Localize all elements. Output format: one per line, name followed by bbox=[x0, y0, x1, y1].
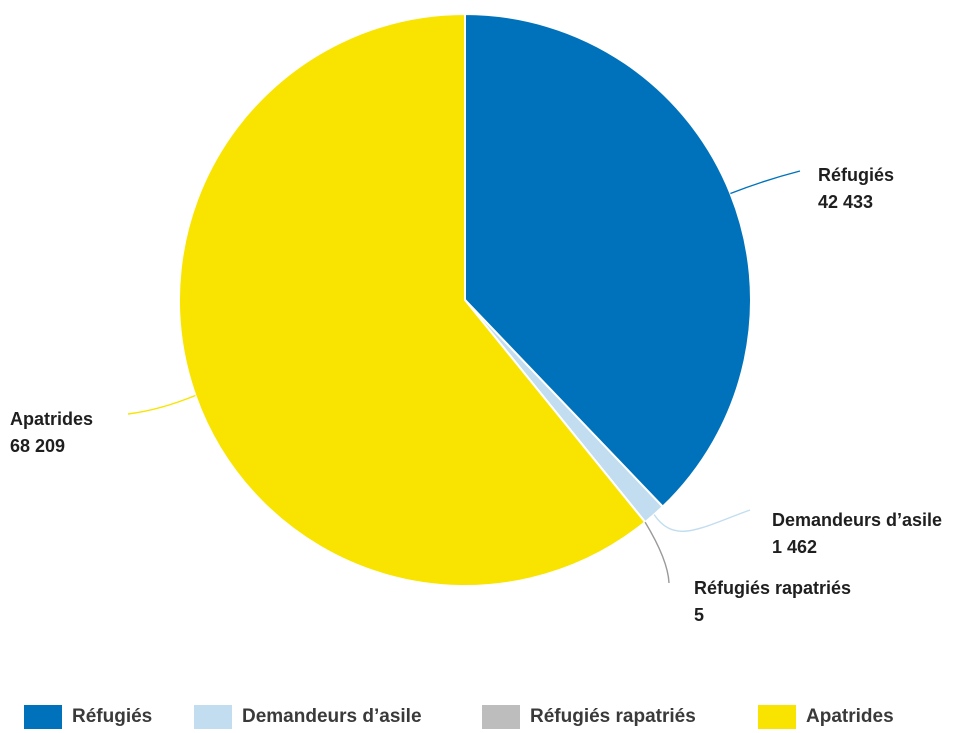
pie-slice-refugies bbox=[464, 12, 752, 509]
leader-line-apatrides bbox=[127, 394, 196, 415]
legend-item-refugies: Réfugiés bbox=[24, 704, 152, 730]
pie-slice-apatrides bbox=[177, 12, 647, 587]
leader-lines bbox=[127, 170, 801, 584]
data-label-value-refugies: 42 433 bbox=[818, 192, 873, 212]
legend-swatch-refugies bbox=[24, 705, 62, 729]
legend-swatch-rapatries bbox=[482, 705, 520, 729]
legend-swatch-apatrides bbox=[758, 705, 796, 729]
leader-line-demandeurs bbox=[653, 509, 751, 532]
data-label-name-demandeurs: Demandeurs d’asile bbox=[772, 510, 942, 530]
legend-label-apatrides: Apatrides bbox=[806, 706, 894, 727]
data-label-name-rapatries: Réfugiés rapatriés bbox=[694, 578, 851, 598]
legend-label-rapatries: Réfugiés rapatriés bbox=[530, 706, 696, 727]
legend-item-demandeurs: Demandeurs d’asile bbox=[194, 704, 422, 730]
data-label-name-apatrides: Apatrides bbox=[10, 409, 93, 429]
data-label-value-apatrides: 68 209 bbox=[10, 436, 65, 456]
data-label-value-demandeurs: 1 462 bbox=[772, 537, 817, 557]
legend-swatch-demandeurs bbox=[194, 705, 232, 729]
legend-label-refugies: Réfugiés bbox=[72, 706, 153, 727]
leader-line-refugies bbox=[730, 170, 801, 195]
data-label-value-rapatries: 5 bbox=[694, 605, 704, 625]
legend-label-demandeurs: Demandeurs d’asile bbox=[242, 706, 422, 727]
data-label-name-refugies: Réfugiés bbox=[818, 165, 894, 185]
legend-item-rapatries: Réfugiés rapatriés bbox=[482, 704, 696, 730]
legend-item-apatrides: Apatrides bbox=[758, 704, 894, 730]
leader-line-rapatries bbox=[644, 521, 670, 584]
pie-slices bbox=[177, 12, 752, 587]
legend: Réfugiés Demandeurs d’asile Réfugiés rap… bbox=[0, 700, 966, 733]
